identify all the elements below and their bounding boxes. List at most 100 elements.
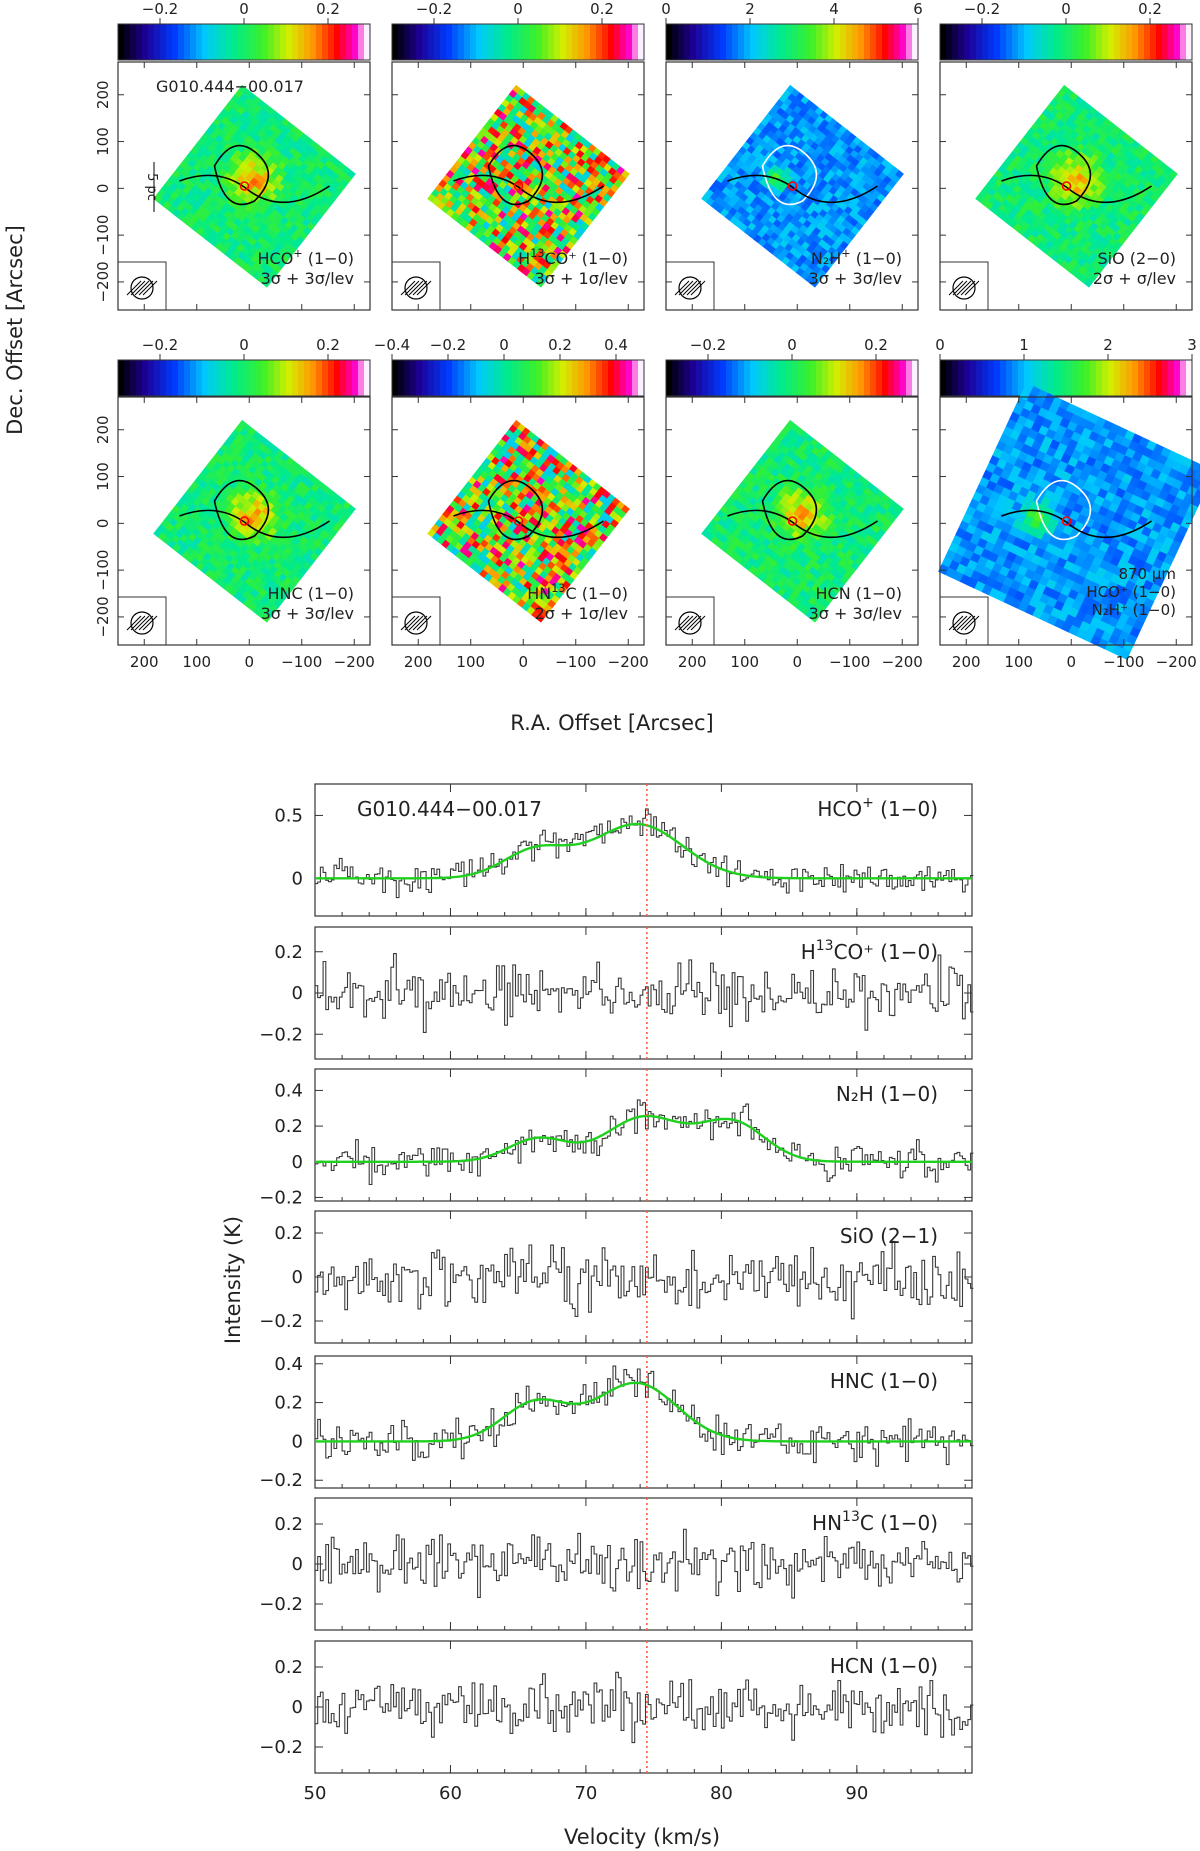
colorbar-segment [172, 24, 179, 60]
colorbar-segment [1072, 24, 1079, 60]
map-pixel [944, 549, 957, 561]
colorbar-segment [392, 24, 399, 60]
colorbar-segment [1126, 360, 1133, 396]
colorbar-segment [726, 24, 733, 60]
colorbar-segment [714, 24, 721, 60]
map-pixel [1013, 554, 1025, 567]
colorbar-segment [232, 360, 239, 396]
map-pixel [1027, 411, 1039, 423]
map-pixel [1013, 440, 1025, 452]
map-pixel [1009, 544, 1021, 556]
beam-hatch [686, 615, 702, 631]
colorbar-segment [316, 24, 323, 60]
colorbar-segment [434, 24, 441, 60]
colorbar-segment [1000, 24, 1007, 60]
colorbar-segment [262, 360, 269, 396]
contour-line [453, 174, 604, 204]
map-pixel [994, 537, 1006, 549]
panel-levels-label: 3σ + 3σ/lev [261, 604, 354, 623]
colorbar-segment [988, 24, 995, 60]
colorbar-segment [124, 360, 131, 396]
colorbar-segment [1144, 24, 1151, 60]
beam-symbol [674, 611, 706, 635]
map-pixel [961, 513, 973, 525]
colorbar-segment [548, 24, 555, 60]
map-pixel [1022, 382, 1034, 394]
peak-marker [513, 516, 524, 526]
map-pixel [1003, 479, 1015, 492]
colorbar-segment [446, 24, 453, 60]
colorbar-segment [220, 24, 227, 60]
colorbar-segment [118, 24, 125, 60]
map-pixel [993, 483, 1005, 495]
contour-line [761, 144, 818, 206]
colorbar-segment [428, 24, 435, 60]
colorbar-segment [118, 360, 125, 396]
map-pixel [1081, 427, 1093, 439]
colorbar-segment [452, 24, 459, 60]
map-pixel [1010, 447, 1022, 459]
x-tick-label: 0 [244, 653, 254, 671]
colorbar-segment [190, 24, 197, 60]
colorbar-segment [678, 360, 685, 396]
colorbar-segment [774, 360, 781, 396]
map-pixel [1049, 439, 1061, 451]
colorbar-segment [482, 24, 489, 60]
colorbar-segment [416, 360, 423, 396]
colorbar-segment [428, 360, 435, 396]
map-pixel [969, 516, 981, 528]
colorbar-segment [292, 24, 299, 60]
map-pixel [955, 527, 967, 539]
colorbar-segment [530, 360, 537, 396]
colorbar-segment [1036, 360, 1043, 396]
map-pixel [1027, 447, 1040, 459]
colorbar-segment [1030, 360, 1037, 396]
map-pixel [1029, 518, 1042, 530]
colorbar-segment [328, 24, 335, 60]
colorbar-segment [434, 360, 441, 396]
colorbar-segment [250, 24, 257, 60]
colorbar-tick-label: 0 [787, 336, 797, 354]
colorbar-segment [1096, 360, 1103, 396]
colorbar-segment [696, 24, 703, 60]
colorbar-segment [1186, 24, 1193, 60]
beam-symbol [126, 276, 158, 300]
map-image [153, 84, 356, 288]
colorbar-segment [608, 360, 615, 396]
colorbar-segment [912, 24, 919, 60]
panel-line-label: SiO (2−0) [1097, 249, 1176, 268]
map-pixel [1050, 492, 1062, 505]
map-pixel [1012, 536, 1024, 549]
colorbar-segment [672, 360, 679, 396]
map-pixel [1015, 529, 1028, 541]
colorbar-segment [148, 360, 155, 396]
map-pixel [1007, 490, 1019, 502]
colorbar-segment [666, 360, 673, 396]
map-pixel [975, 502, 987, 514]
map-pixel [1067, 456, 1079, 468]
colorbar-segment [994, 360, 1001, 396]
map-pixel [1017, 468, 1030, 480]
map-contours [453, 479, 604, 541]
colorbar-segment [130, 360, 137, 396]
beam-hatch [686, 280, 702, 296]
colorbar-segment [298, 360, 305, 396]
colorbar-segment [620, 24, 627, 60]
colorbar: −0.2 0 0.2 [391, 0, 645, 61]
map-pixel [969, 534, 981, 546]
colorbar-segment [1024, 360, 1031, 396]
colorbar-tick-label: −0.2 [964, 0, 1000, 18]
map-pixel [809, 613, 819, 623]
colorbar-segment [208, 24, 215, 60]
colorbar-segment [214, 24, 221, 60]
map-pixel [985, 462, 997, 474]
map-pixel [1016, 433, 1029, 445]
colorbar-segment [488, 24, 495, 60]
map-pixel [992, 465, 1004, 478]
colorbar-segment [500, 360, 507, 396]
x-tick-label: −200 [334, 653, 375, 671]
map-pixel [1012, 422, 1025, 434]
colorbar-segment [322, 360, 329, 396]
map-pixel [1021, 461, 1033, 473]
colorbar-segment [614, 360, 621, 396]
